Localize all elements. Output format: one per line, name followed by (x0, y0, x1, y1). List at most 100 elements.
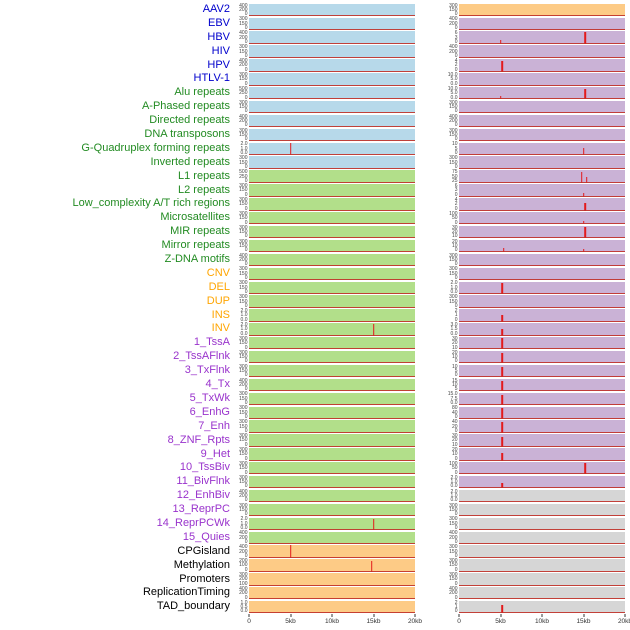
signal-spike (372, 323, 375, 336)
track-panel-right (459, 364, 625, 378)
y-tick-label: 150 (239, 187, 248, 194)
signal-baseline (459, 542, 625, 544)
track-row: 14_ReprPCWk 2.0 1.0 0.0 300 150 0 (0, 517, 630, 531)
row-label: AAV2 (202, 3, 230, 15)
y-tick-label: 0 (454, 358, 458, 365)
x-tick-label: 10kb (534, 617, 550, 625)
y-tick-label: 0 (454, 511, 458, 518)
column-gap (415, 545, 444, 559)
track-panel-left (249, 142, 415, 155)
column-gap (415, 600, 444, 614)
signal-baseline (249, 70, 415, 72)
y-tick-label: 150 (239, 284, 248, 291)
signal-spike (371, 561, 373, 572)
track-row: Z-DNA motifs 400 200 0 300 150 0 (0, 253, 630, 267)
track-panel-left (249, 87, 415, 100)
y-tick-label: 200 (239, 381, 248, 388)
signal-baseline (459, 279, 625, 280)
y-tick-label: 0 (244, 511, 248, 518)
track-panel-left (249, 489, 415, 503)
x-tick-mark (331, 614, 333, 617)
y-tick-label: 400 (239, 30, 248, 37)
track-panel-right (459, 517, 625, 531)
y-tick-label: 400 (239, 58, 248, 65)
y-axis-tick-labels: 75 50 25 (444, 170, 459, 184)
signal-baseline (459, 473, 625, 475)
column-gap (415, 489, 444, 503)
track-panel-right (459, 87, 625, 100)
x-tick-mark (500, 614, 501, 617)
column-gap (415, 239, 444, 253)
row-label: 5_TxWk (189, 391, 230, 404)
signal-spike (501, 315, 503, 322)
row-label: CPGisland (177, 544, 230, 557)
y-axis-tick-labels: 30 20 10 (444, 433, 459, 448)
signal-spike (584, 32, 586, 44)
y-tick-label: 0 (454, 247, 458, 254)
y-tick-label: 6 (454, 30, 458, 37)
y-tick-label: 25 (451, 177, 458, 184)
x-tick-mark (373, 614, 374, 617)
track-row: 8_ZNF_Rpts 300 150 0 30 20 10 (0, 433, 630, 448)
track-panel-right (459, 59, 625, 72)
track-panel-left (249, 503, 415, 517)
y-tick-label: 0 (454, 108, 458, 115)
y-tick-label: 300 (449, 99, 458, 106)
track-panel-right (459, 73, 625, 86)
y-tick-label: 400 (449, 585, 458, 592)
y-tick-label: 3.0 (450, 321, 458, 328)
y-tick-label: 5 (454, 386, 458, 393)
row-label: G-Quadruplex forming repeats (81, 141, 230, 154)
track-panel-left (249, 475, 415, 489)
signal-baseline (249, 542, 415, 544)
y-tick-label: 300 (449, 516, 458, 523)
y-tick-label: 20 (451, 238, 458, 245)
y-axis-tick-labels: 1.0 0.5 0.0 (234, 600, 249, 614)
y-tick-label: 150 (239, 465, 248, 472)
y-axis-tick-labels: 10.0 5.0 0.0 (444, 86, 459, 100)
y-tick-label: 200 (239, 558, 248, 565)
y-tick-label: 400 (239, 530, 248, 537)
signal-baseline (249, 487, 415, 489)
signal-baseline (459, 306, 625, 308)
y-tick-label: 0 (454, 469, 458, 476)
y-tick-label: 150 (449, 506, 458, 513)
y-tick-label: 300 (239, 391, 248, 398)
track-panel-left (249, 184, 415, 197)
y-tick-label: 1.0 (240, 599, 248, 606)
y-tick-label: 200 (239, 576, 248, 583)
y-tick-label: 150 (239, 242, 248, 249)
y-tick-label: 3 (454, 187, 458, 194)
y-tick-label: 300 (449, 2, 458, 9)
y-axis-tick-labels: 2.0 1.0 0.0 (234, 308, 249, 323)
y-tick-label: 1 (454, 312, 458, 319)
y-tick-label: 150 (239, 368, 248, 374)
row-label: 1_TssA (193, 336, 230, 349)
y-tick-label: 300 (239, 99, 248, 106)
track-row: Low_complexity A/T rich regions 300 150 0 4 2… (0, 197, 630, 211)
track-panel-left (249, 31, 415, 44)
y-tick-label: 2.0 (240, 516, 248, 523)
y-tick-label: 0 (244, 455, 248, 462)
y-tick-label: 2.0 (240, 141, 248, 148)
column-gap (415, 336, 444, 350)
signal-spike (503, 247, 505, 253)
y-tick-label: 5.0 (450, 90, 458, 97)
y-tick-label: 100 (449, 210, 458, 217)
signal-spike (584, 463, 586, 475)
y-axis-tick-labels: 200 100 0 (234, 558, 249, 573)
y-tick-label: 300 (239, 460, 248, 467)
track-row: Promoters 300 200 100 300 150 0 (0, 572, 630, 587)
y-tick-label: 10 (451, 441, 458, 448)
signal-spike (499, 96, 502, 100)
y-tick-label: 300 (239, 280, 248, 287)
y-tick-label: 200 (239, 117, 248, 124)
y-axis-tick-labels: 300 150 0 (234, 350, 249, 364)
y-axis-tick-labels: 300 150 0 (234, 72, 249, 86)
track-panel-left (249, 378, 415, 392)
y-tick-label: 0 (454, 316, 458, 323)
y-axis-tick-labels: 2.0 1.0 0.0 (234, 517, 249, 531)
y-tick-label: 1 (454, 604, 458, 611)
signal-spike (289, 143, 292, 155)
